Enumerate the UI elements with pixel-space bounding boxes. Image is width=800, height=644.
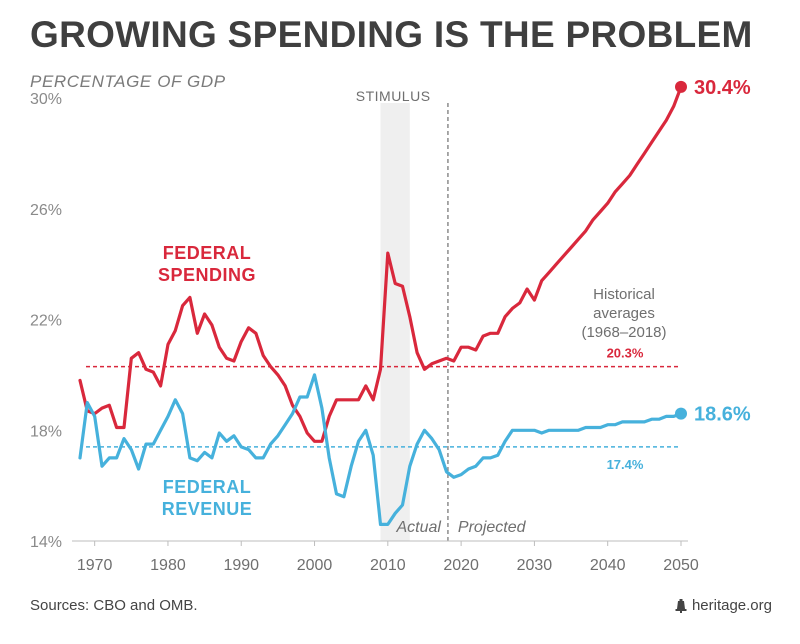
x-tick-label: 2040 [590,557,626,574]
x-tick-label: 1970 [77,557,113,574]
spending-series-label: SPENDING [158,265,256,285]
x-tick-label: 2010 [370,557,406,574]
spending-end-value: 30.4% [694,77,751,99]
revenue-series-label: REVENUE [162,499,253,519]
brand-link[interactable]: heritage.org [691,597,772,614]
x-tick-label: 1990 [223,557,259,574]
brand-footer: heritage.org [675,597,772,614]
x-tick-label: 1980 [150,557,186,574]
y-tick-label: 18% [30,423,62,440]
projected-label: Projected [458,519,527,536]
stimulus-label: STIMULUS [356,88,431,104]
spending-average-value: 20.3% [607,346,644,361]
spending-series-line [78,85,683,443]
spending-series-label: FEDERAL [163,243,252,263]
revenue-series-label: FEDERAL [163,477,252,497]
revenue-average-value: 17.4% [607,457,644,472]
actual-label: Actual [395,519,441,536]
x-tick-label: 2030 [517,557,553,574]
historical-averages-label: (1968–2018) [581,324,666,341]
revenue-end-point [675,407,687,420]
x-tick-label: 2000 [297,557,333,574]
historical-averages-label: averages [593,305,655,322]
liberty-bell-icon [675,598,687,613]
y-tick-label: 30% [30,91,62,108]
x-tick-label: 2020 [443,557,479,574]
revenue-series-line [78,373,683,527]
historical-averages-label: Historical [593,286,655,303]
revenue-end-value: 18.6% [694,404,751,426]
sources-note: Sources: CBO and OMB. [30,597,198,614]
y-tick-label: 14% [30,534,62,551]
stimulus-band [380,103,410,541]
y-tick-label: 26% [30,202,62,219]
y-tick-label: 22% [30,313,62,330]
chart-title: GROWING SPENDING IS THE PROBLEM [30,14,753,55]
x-tick-label: 2050 [663,557,699,574]
y-axis-unit-label: PERCENTAGE OF GDP [30,72,226,91]
spending-end-point [675,80,687,93]
